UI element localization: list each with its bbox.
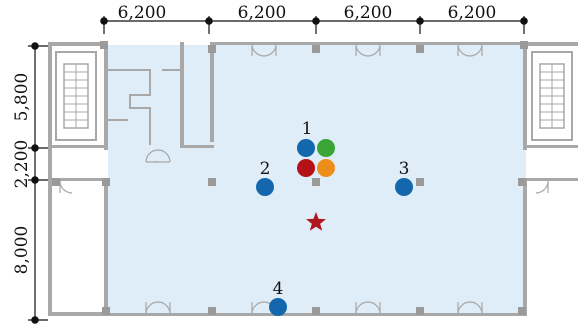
dimension-lines bbox=[28, 16, 528, 324]
point-3 bbox=[395, 178, 413, 196]
point-label-3: 3 bbox=[399, 159, 410, 179]
stair-left-icon bbox=[55, 51, 97, 141]
dimension-label-v3: 8,000 bbox=[12, 226, 32, 275]
point-1-green bbox=[317, 139, 335, 157]
point-2 bbox=[256, 178, 274, 196]
dimension-label-h2: 6,200 bbox=[238, 3, 287, 23]
stair-right-icon bbox=[531, 51, 573, 141]
doors bbox=[59, 43, 549, 315]
service-partitions bbox=[108, 69, 180, 145]
dimension-label-h1: 6,200 bbox=[118, 3, 167, 23]
dimension-label-h3: 6,200 bbox=[344, 3, 393, 23]
dimension-label-v1: 5,800 bbox=[12, 73, 32, 122]
dimension-label-v2: 2,200 bbox=[12, 140, 32, 189]
point-label-1: 1 bbox=[302, 119, 313, 139]
columns bbox=[52, 41, 528, 315]
point-1-blue bbox=[297, 139, 315, 157]
point-label-2: 2 bbox=[260, 159, 271, 179]
point-4 bbox=[269, 298, 287, 316]
point-1-red bbox=[297, 159, 315, 177]
star-icon bbox=[306, 212, 326, 231]
point-label-4: 4 bbox=[273, 279, 284, 299]
point-1-orange bbox=[317, 159, 335, 177]
dimension-label-h4: 6,200 bbox=[448, 3, 497, 23]
